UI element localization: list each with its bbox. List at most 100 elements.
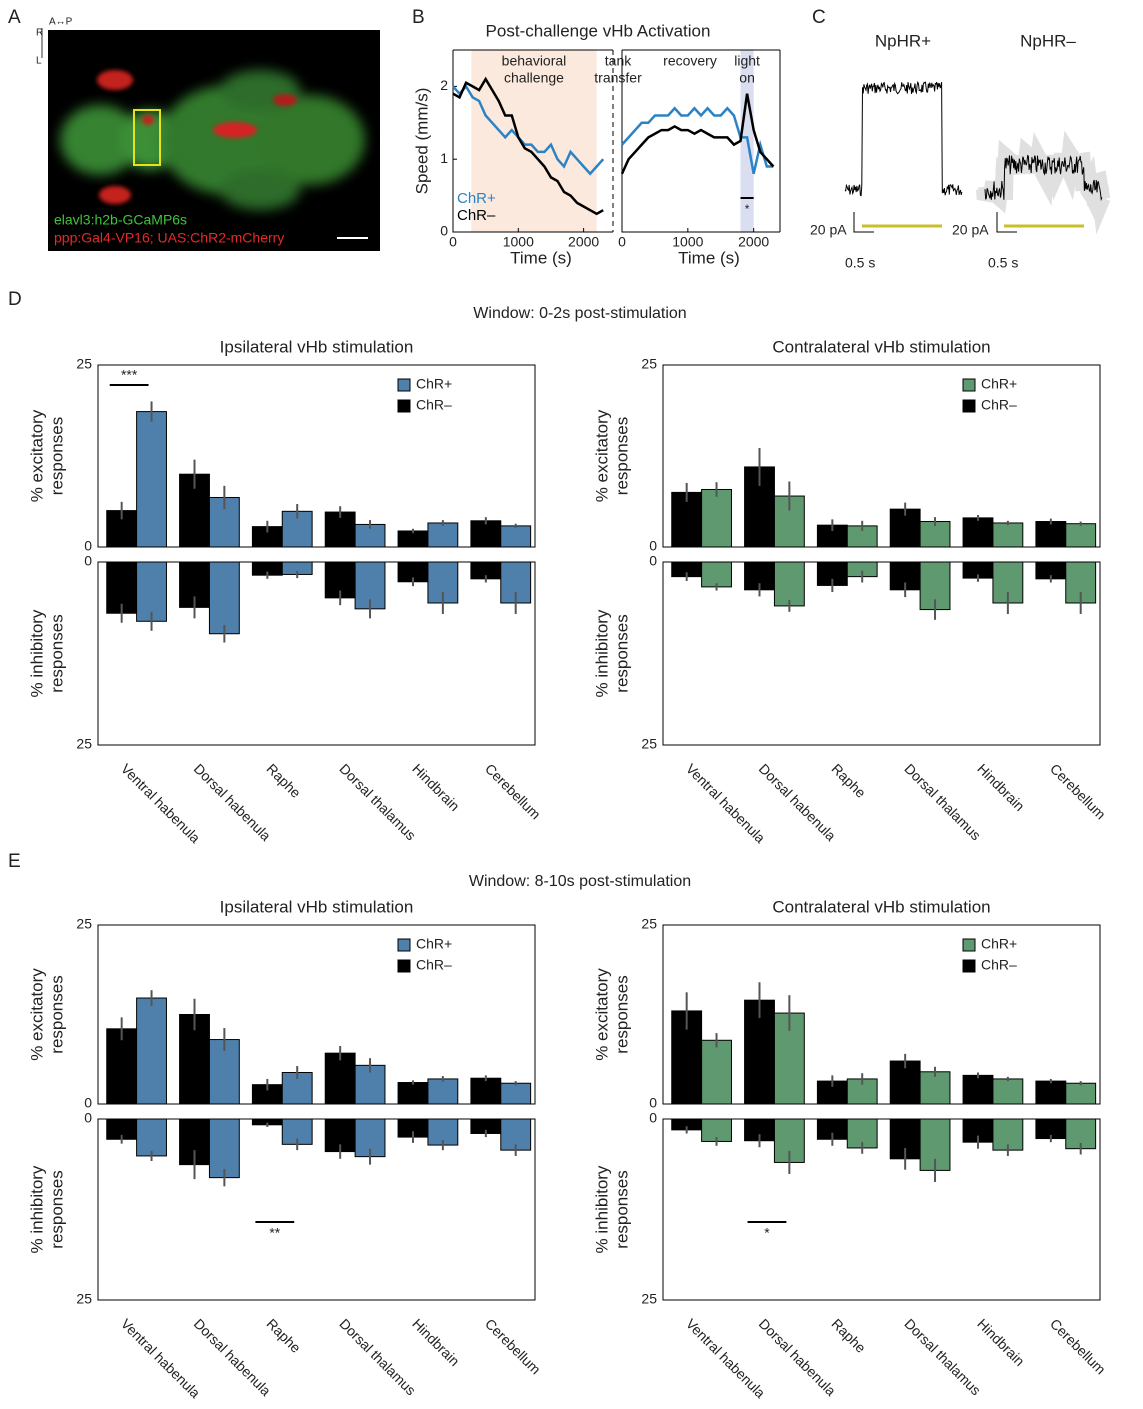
legend-swatch	[397, 938, 411, 952]
x-tick-label: 0	[449, 234, 457, 250]
legend-label: ChR+	[457, 190, 496, 207]
legend-label: ChR+	[416, 936, 452, 952]
y2-axis-label: % inhibitory	[592, 609, 611, 697]
y-tick-label: 25	[641, 356, 657, 372]
excitatory-bar	[701, 488, 732, 548]
legend-label: ChR–	[416, 957, 452, 973]
x-tick-label: Hindbrain	[409, 1315, 463, 1369]
excitatory-bar	[106, 1028, 138, 1105]
panel-label: B	[412, 7, 425, 28]
chart-title: Ipsilateral vHb stimulation	[220, 337, 414, 356]
x-tick-label: Cerebellum	[482, 1315, 544, 1377]
line-series	[452, 76, 604, 216]
x-tick-label: Raphe	[264, 1315, 305, 1356]
excitatory-bar	[397, 530, 429, 548]
legend-label: ChR–	[457, 207, 496, 224]
excitatory-frame	[97, 924, 536, 1105]
legend-swatch	[962, 399, 976, 413]
orientation-label: A↔P	[49, 17, 73, 28]
inhibitory-frame	[662, 561, 1101, 746]
excitatory-bar	[1035, 521, 1067, 548]
excitatory-bar	[1065, 1082, 1097, 1105]
inhibitory-bar	[773, 561, 805, 607]
x-tick-label: Cerebellum	[482, 760, 544, 822]
x-tick-label: Dorsal habenula	[191, 1315, 275, 1399]
x-axis-label: Time (s)	[510, 248, 572, 267]
x-tick-label: Raphe	[829, 760, 870, 801]
significance-label: *	[764, 1225, 770, 1241]
x-tick-label: Hindbrain	[974, 760, 1028, 814]
y-axis-label: responses	[47, 417, 66, 495]
scale-label: 20 pA	[810, 222, 847, 238]
y2-axis-label: responses	[612, 614, 631, 692]
excitatory-bar	[701, 1039, 732, 1105]
panel-label: C	[812, 7, 826, 28]
inhibitory-bar	[136, 561, 167, 622]
legend-swatch	[397, 378, 411, 392]
excitatory-bar	[470, 520, 502, 548]
excitatory-bar	[470, 1077, 502, 1105]
x-tick-label: Cerebellum	[1047, 1315, 1109, 1377]
excitatory-bar	[427, 522, 459, 548]
legend-label: ChR+	[981, 376, 1017, 392]
excitatory-bar	[427, 1078, 459, 1105]
y2-tick-label: 0	[649, 1110, 657, 1126]
window-title: Window: 8-10s post-stimulation	[469, 873, 691, 890]
y-axis-label: Speed (mm/s)	[412, 88, 431, 195]
y-axis-label: responses	[47, 975, 66, 1053]
significance-label: ***	[121, 367, 138, 383]
excitatory-bar	[962, 1074, 994, 1105]
y-tick-label: 2	[440, 77, 448, 93]
line-series	[620, 93, 775, 175]
inhibitory-frame	[97, 561, 536, 746]
region-label: challenge	[504, 70, 564, 86]
y2-tick-label: 25	[76, 736, 92, 752]
inhibitory-bar	[179, 561, 210, 608]
chart-title: Ipsilateral vHb stimulation	[220, 897, 414, 916]
excitatory-bar	[992, 1078, 1024, 1105]
scale-label: 20 pA	[952, 222, 989, 238]
y2-axis-label: % inhibitory	[592, 1165, 611, 1253]
y2-axis-label: responses	[47, 1170, 66, 1248]
excitatory-bar	[136, 411, 167, 548]
y-tick-label: 0	[649, 1095, 657, 1111]
x-tick-label: 0	[618, 234, 626, 250]
y-axis-label: % excitatory	[592, 968, 611, 1061]
line-series	[452, 84, 605, 176]
panel-label: D	[8, 289, 22, 310]
trace	[984, 154, 1103, 202]
inhibitory-frame	[97, 1118, 536, 1301]
annotation: recovery	[663, 53, 717, 69]
chart-title: Post-challenge vHb Activation	[486, 21, 711, 40]
excitatory-bar	[136, 997, 167, 1105]
x-tick-label: Ventral habenula	[118, 760, 204, 846]
x-tick-label: Ventral habenula	[683, 760, 769, 846]
microscopy-image: A↔P R L elavl3:h2b-GCaMP6s ppp:Gal4-VP16…	[36, 17, 380, 251]
legend-swatch	[397, 959, 411, 973]
excitatory-frame	[662, 924, 1101, 1105]
excitatory-bar	[962, 517, 994, 548]
y-tick-label: 25	[641, 916, 657, 932]
region-label: behavioral	[502, 53, 567, 69]
y-axis-label: responses	[612, 975, 631, 1053]
y2-axis-label: responses	[47, 614, 66, 692]
x-tick-label: Cerebellum	[1047, 760, 1109, 822]
panel-label: E	[8, 851, 21, 872]
x-tick-label: Raphe	[829, 1315, 870, 1356]
excitatory-bar	[1065, 523, 1097, 548]
legend-swatch	[962, 959, 976, 973]
image-label: elavl3:h2b-GCaMP6s	[54, 212, 187, 228]
excitatory-frame	[662, 364, 1101, 548]
y-axis-label: % excitatory	[27, 968, 46, 1061]
y-tick-label: 0	[84, 1095, 92, 1111]
y2-tick-label: 25	[641, 1291, 657, 1307]
legend-label: ChR+	[416, 376, 452, 392]
x-tick-label: Dorsal habenula	[191, 760, 275, 844]
excitatory-bar	[1035, 1080, 1067, 1105]
y-tick-label: 0	[440, 223, 448, 239]
trace-title: NpHR–	[1020, 31, 1076, 50]
window-title: Window: 0-2s post-stimulation	[473, 305, 686, 322]
excitatory-bar	[324, 1052, 356, 1105]
excitatory-bar	[500, 1082, 532, 1105]
